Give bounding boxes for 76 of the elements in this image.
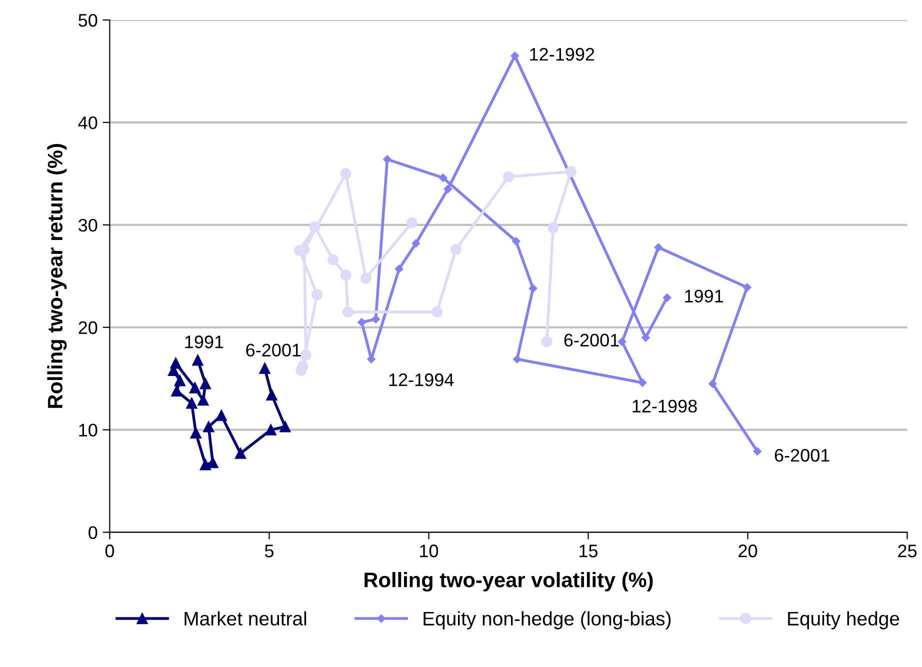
- x-tick-label: 10: [420, 544, 438, 558]
- point: [174, 375, 186, 386]
- point: [502, 171, 514, 182]
- annotation: 6-2001: [246, 344, 301, 357]
- point: [360, 272, 372, 284]
- point: [342, 306, 354, 318]
- y-tick-label: 0: [88, 526, 98, 539]
- point: [189, 382, 200, 394]
- annotation: 12-1994: [389, 373, 454, 386]
- annotation: 12-1992: [530, 48, 594, 61]
- point: [200, 378, 211, 390]
- point: [234, 448, 246, 459]
- point: [297, 360, 308, 372]
- y-tick-label: 10: [79, 424, 98, 437]
- point: [450, 244, 462, 256]
- point: [200, 459, 211, 470]
- point: [512, 237, 520, 246]
- point: [190, 427, 202, 438]
- point: [383, 155, 392, 164]
- y-tick-label: 50: [78, 14, 98, 27]
- point: [512, 354, 522, 364]
- point: [412, 239, 420, 248]
- legend-label: Market neutral: [184, 611, 306, 626]
- point: [662, 294, 672, 302]
- point: [327, 254, 339, 266]
- point: [203, 421, 214, 432]
- point: [510, 52, 519, 60]
- x-tick-label: 20: [738, 544, 758, 558]
- y-axis-title: Rolling two-year return (%): [47, 144, 67, 408]
- point: [565, 166, 577, 178]
- point: [259, 362, 270, 374]
- point: [207, 457, 218, 468]
- point: [372, 315, 380, 324]
- annotation: 6-2001: [564, 334, 619, 347]
- point: [642, 333, 650, 342]
- x-tick-label: 15: [580, 544, 598, 558]
- point: [171, 385, 182, 396]
- x-tick-label: 0: [105, 544, 114, 558]
- point: [198, 394, 209, 406]
- x-axis-title: Rolling two-year volatility (%): [364, 572, 653, 592]
- point: [654, 243, 663, 252]
- y-tick-label: 30: [78, 218, 98, 232]
- x-tick-label: 5: [264, 544, 274, 558]
- point: [340, 270, 352, 281]
- point: [192, 354, 204, 366]
- annotation: 1991: [685, 290, 723, 302]
- point: [444, 184, 452, 194]
- point: [548, 222, 559, 234]
- y-tick-label: 20: [78, 321, 98, 334]
- point: [528, 284, 538, 293]
- point: [300, 349, 312, 361]
- annotation: 6-2001: [774, 448, 830, 462]
- point: [541, 336, 552, 348]
- point: [309, 221, 320, 233]
- point: [312, 289, 323, 300]
- legend-label: Equity non-hedge (long-bias): [424, 611, 671, 630]
- point: [280, 421, 291, 432]
- point: [216, 410, 227, 422]
- point: [266, 389, 278, 401]
- point: [438, 174, 448, 182]
- point: [406, 217, 418, 228]
- point: [394, 264, 404, 274]
- point: [431, 306, 443, 318]
- point: [265, 424, 276, 436]
- annotation: 12-1998: [632, 400, 697, 413]
- legend-label: Equity hedge: [788, 611, 900, 630]
- point: [186, 398, 198, 409]
- point: [638, 378, 647, 387]
- annotation: 1991: [185, 336, 224, 348]
- x-tick-label: 25: [898, 544, 917, 558]
- point: [708, 380, 717, 388]
- point: [742, 283, 752, 292]
- point: [340, 168, 352, 180]
- point: [753, 447, 762, 456]
- point: [358, 318, 366, 326]
- y-tick-label: 40: [78, 116, 98, 130]
